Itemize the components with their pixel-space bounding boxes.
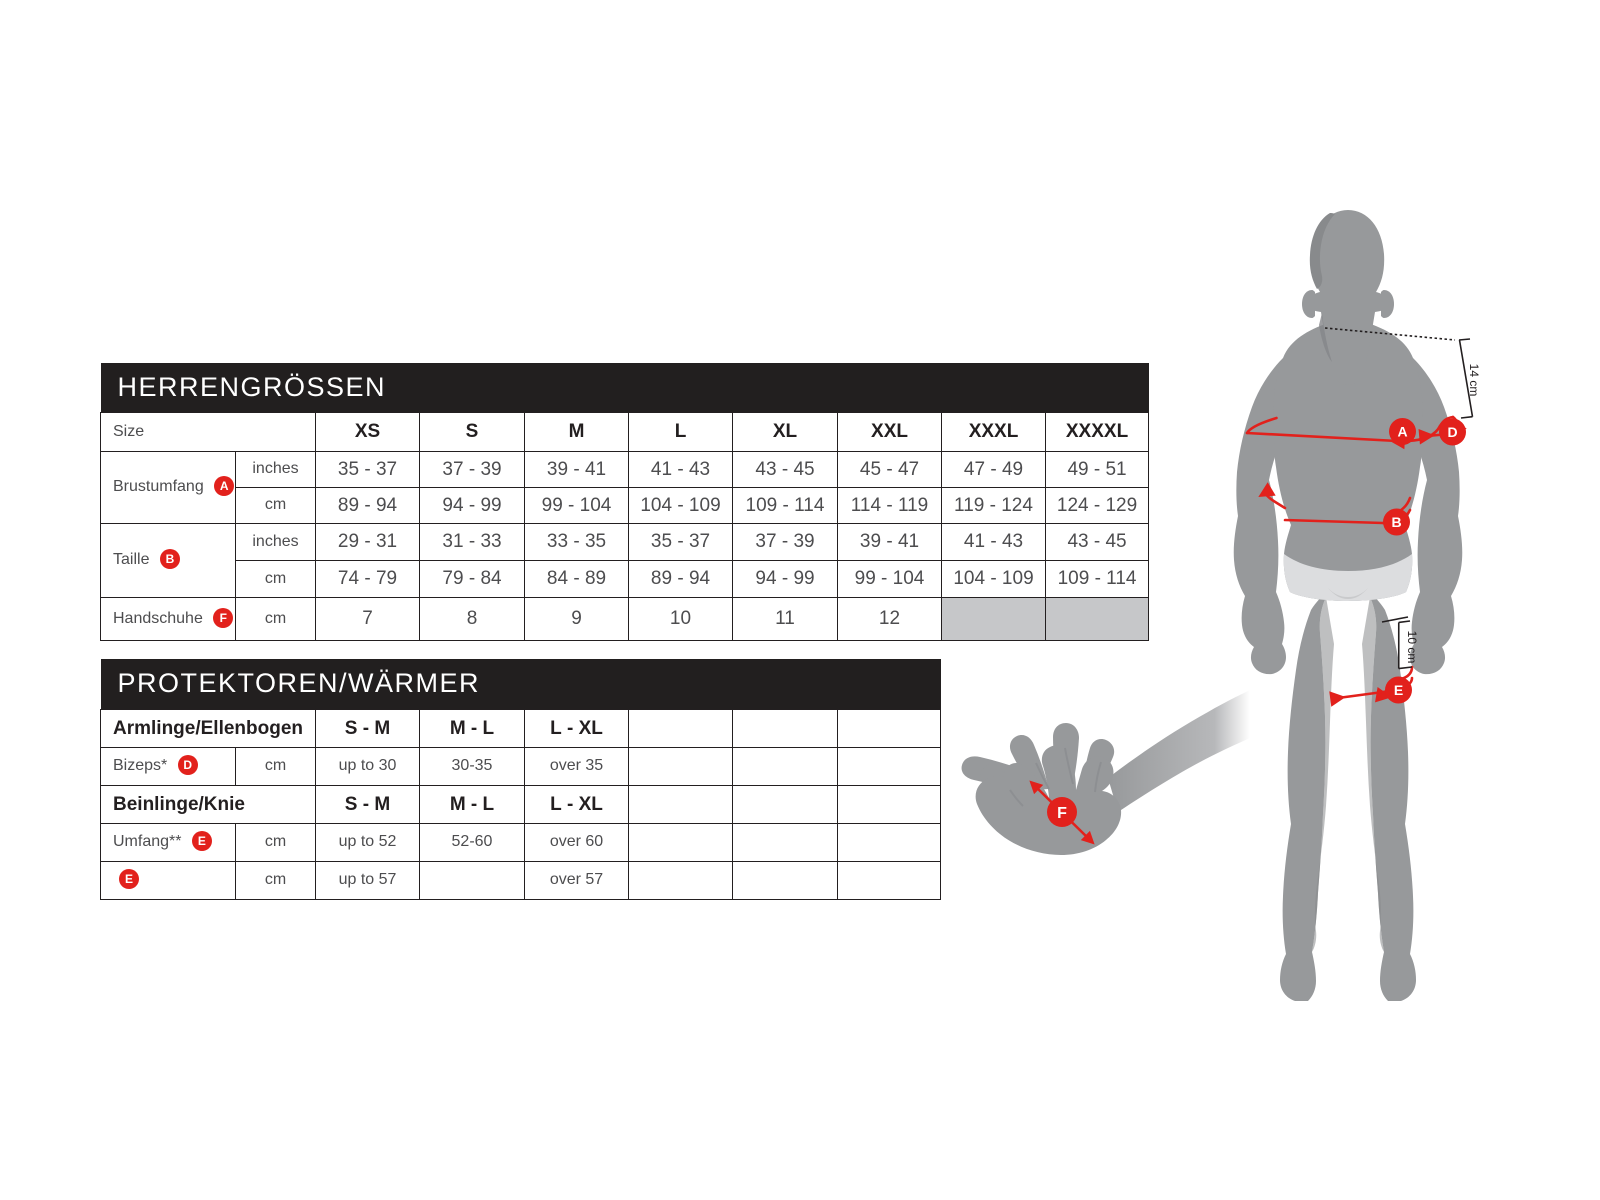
svg-text:A: A bbox=[1397, 424, 1407, 440]
svg-text:D: D bbox=[1447, 424, 1457, 440]
svg-text:B: B bbox=[1391, 514, 1401, 530]
svg-text:F: F bbox=[1057, 805, 1067, 822]
svg-text:10 cm: 10 cm bbox=[1405, 631, 1419, 664]
svg-text:E: E bbox=[1394, 682, 1403, 698]
svg-text:14 cm: 14 cm bbox=[1467, 364, 1481, 397]
